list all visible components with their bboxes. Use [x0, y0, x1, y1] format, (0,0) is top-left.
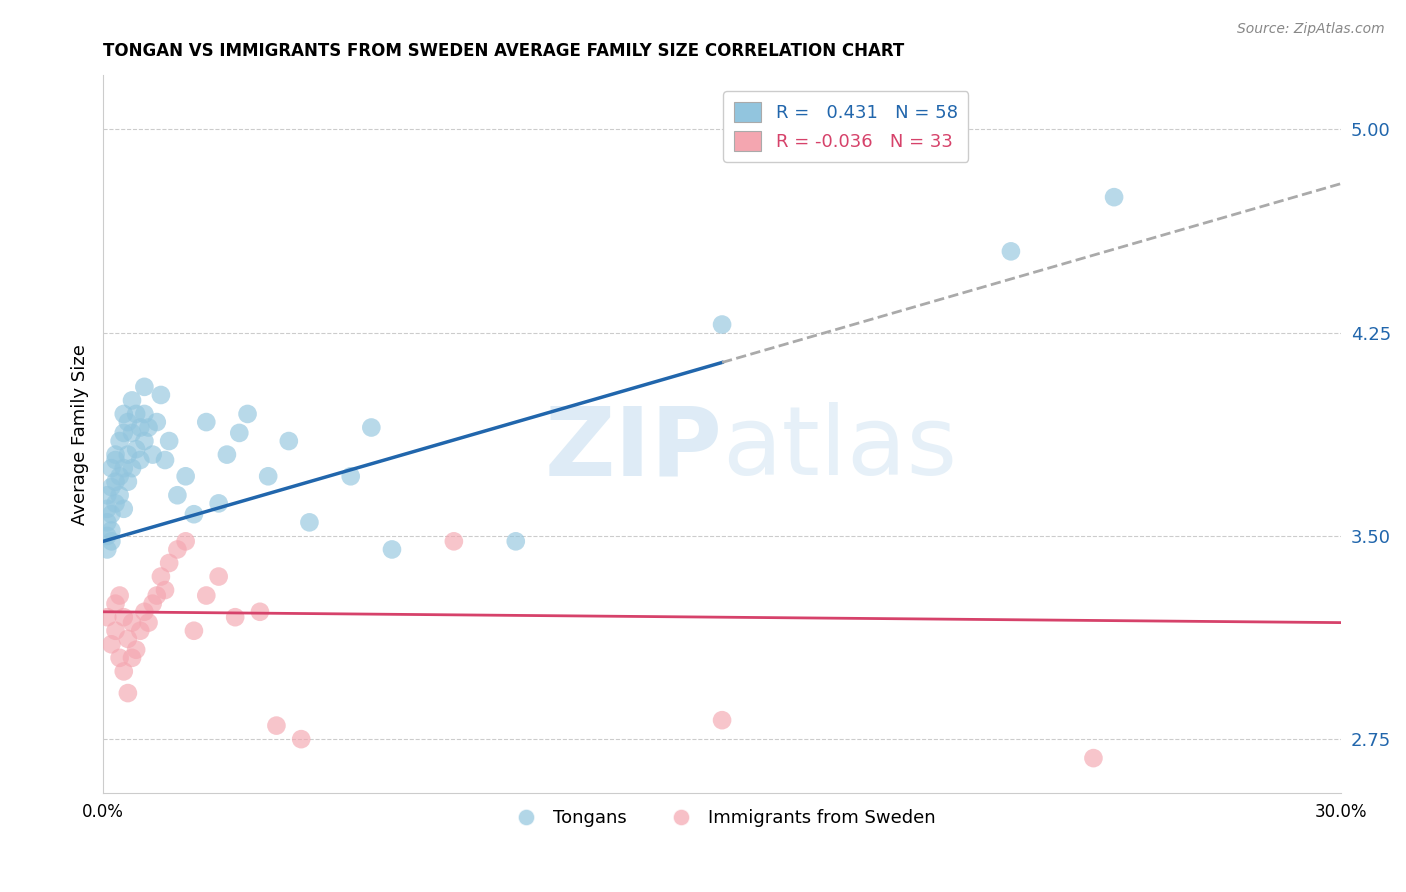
Point [108, 434, 131, 448]
Point [142, 448, 165, 462]
Point [142, 597, 165, 611]
Point [129, 420, 152, 434]
Point [1083, 751, 1105, 765]
Point [100, 524, 122, 538]
Text: Source: ZipAtlas.com: Source: ZipAtlas.com [1237, 22, 1385, 37]
Point [153, 453, 176, 467]
Point [121, 425, 143, 440]
Point [96, 529, 118, 543]
Point [125, 407, 148, 421]
Point [505, 534, 527, 549]
Point [112, 501, 135, 516]
Point [166, 542, 188, 557]
Y-axis label: Average Family Size: Average Family Size [72, 343, 89, 524]
Point [96, 488, 118, 502]
Point [100, 507, 122, 521]
Point [121, 615, 143, 630]
Point [112, 425, 135, 440]
Point [108, 488, 131, 502]
Point [129, 624, 152, 638]
Point [100, 534, 122, 549]
Point [157, 556, 180, 570]
Point [249, 605, 271, 619]
Point [104, 453, 127, 467]
Point [112, 665, 135, 679]
Point [117, 415, 139, 429]
Point [104, 597, 127, 611]
Point [112, 407, 135, 421]
Point [100, 637, 122, 651]
Point [195, 589, 218, 603]
Point [157, 434, 180, 448]
Point [208, 496, 231, 510]
Point [208, 569, 231, 583]
Point [1102, 190, 1125, 204]
Point [121, 393, 143, 408]
Point [277, 434, 299, 448]
Point [153, 583, 176, 598]
Point [381, 542, 404, 557]
Point [104, 496, 127, 510]
Point [117, 475, 139, 489]
Point [360, 420, 382, 434]
Point [125, 642, 148, 657]
Point [138, 420, 160, 434]
Point [146, 589, 169, 603]
Text: atlas: atlas [723, 402, 957, 495]
Point [104, 475, 127, 489]
Point [711, 713, 734, 727]
Point [138, 615, 160, 630]
Point [443, 534, 465, 549]
Point [108, 469, 131, 483]
Point [125, 442, 148, 457]
Point [96, 516, 118, 530]
Point [183, 507, 205, 521]
Point [117, 686, 139, 700]
Point [112, 461, 135, 475]
Point [134, 434, 156, 448]
Point [166, 488, 188, 502]
Point [266, 718, 288, 732]
Point [117, 632, 139, 646]
Point [134, 605, 156, 619]
Point [104, 448, 127, 462]
Point [1000, 244, 1022, 259]
Point [257, 469, 280, 483]
Point [236, 407, 259, 421]
Point [298, 516, 321, 530]
Point [121, 651, 143, 665]
Point [96, 542, 118, 557]
Point [228, 425, 250, 440]
Point [108, 651, 131, 665]
Point [174, 469, 197, 483]
Point [711, 318, 734, 332]
Point [117, 448, 139, 462]
Point [100, 461, 122, 475]
Point [183, 624, 205, 638]
Point [96, 610, 118, 624]
Point [104, 624, 127, 638]
Point [146, 415, 169, 429]
Text: TONGAN VS IMMIGRANTS FROM SWEDEN AVERAGE FAMILY SIZE CORRELATION CHART: TONGAN VS IMMIGRANTS FROM SWEDEN AVERAGE… [103, 42, 904, 60]
Point [174, 534, 197, 549]
Legend: Tongans, Immigrants from Sweden: Tongans, Immigrants from Sweden [501, 802, 943, 835]
Point [134, 380, 156, 394]
Point [134, 407, 156, 421]
Text: ZIP: ZIP [544, 402, 723, 495]
Point [149, 388, 172, 402]
Point [224, 610, 246, 624]
Point [96, 501, 118, 516]
Point [112, 610, 135, 624]
Point [195, 415, 218, 429]
Point [108, 589, 131, 603]
Point [121, 461, 143, 475]
Point [215, 448, 238, 462]
Point [100, 480, 122, 494]
Point [129, 453, 152, 467]
Point [290, 732, 312, 747]
Point [339, 469, 361, 483]
Point [149, 569, 172, 583]
